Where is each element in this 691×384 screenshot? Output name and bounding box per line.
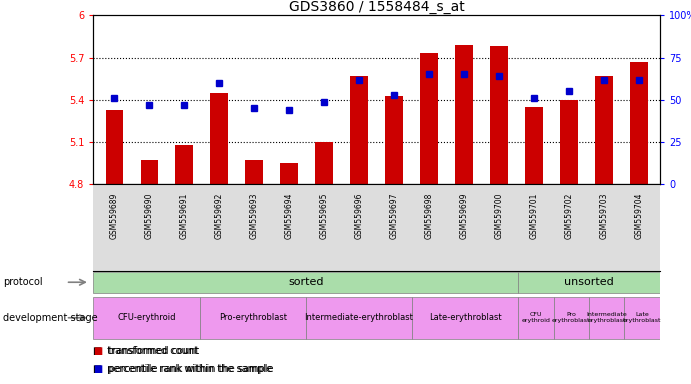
Text: ■  percentile rank within the sample: ■ percentile rank within the sample xyxy=(93,364,274,374)
Bar xyxy=(630,62,647,184)
Bar xyxy=(305,296,412,339)
Text: GSM559696: GSM559696 xyxy=(354,193,363,240)
Text: GSM559690: GSM559690 xyxy=(144,193,153,240)
Text: GSM559697: GSM559697 xyxy=(390,193,399,240)
Text: GSM559698: GSM559698 xyxy=(424,193,433,239)
Text: ■: ■ xyxy=(93,346,102,356)
Text: GSM559700: GSM559700 xyxy=(495,193,504,240)
Bar xyxy=(491,46,508,184)
Bar xyxy=(560,100,578,184)
Text: CFU-erythroid: CFU-erythroid xyxy=(117,313,176,322)
Text: unsorted: unsorted xyxy=(565,277,614,287)
Text: GSM559691: GSM559691 xyxy=(180,193,189,239)
Text: CFU
erythroid: CFU erythroid xyxy=(522,312,551,323)
Bar xyxy=(93,272,518,293)
Bar xyxy=(350,76,368,184)
Text: GSM559692: GSM559692 xyxy=(215,193,224,239)
Text: Pro-erythroblast: Pro-erythroblast xyxy=(218,313,287,322)
Bar xyxy=(93,296,200,339)
Text: GSM559695: GSM559695 xyxy=(320,193,329,240)
Bar xyxy=(140,161,158,184)
Bar xyxy=(211,93,228,184)
Text: ■  transformed count: ■ transformed count xyxy=(93,346,200,356)
Text: GSM559701: GSM559701 xyxy=(529,193,538,239)
Bar xyxy=(315,142,333,184)
Bar xyxy=(412,296,518,339)
Text: development stage: development stage xyxy=(3,313,98,323)
Text: GSM559704: GSM559704 xyxy=(634,193,643,240)
Text: Intermediate-erythroblast: Intermediate-erythroblast xyxy=(305,313,413,322)
Text: ■: ■ xyxy=(93,364,102,374)
Text: GSM559694: GSM559694 xyxy=(285,193,294,240)
Text: GSM559703: GSM559703 xyxy=(600,193,609,240)
Bar xyxy=(106,110,123,184)
Text: GSM559693: GSM559693 xyxy=(249,193,258,240)
Bar xyxy=(518,272,660,293)
Text: Pro
erythroblast: Pro erythroblast xyxy=(552,312,591,323)
Text: protocol: protocol xyxy=(3,277,43,287)
Text: GSM559699: GSM559699 xyxy=(460,193,468,240)
Text: GSM559689: GSM559689 xyxy=(110,193,119,239)
Bar xyxy=(200,296,305,339)
Text: transformed count: transformed count xyxy=(104,346,198,356)
Title: GDS3860 / 1558484_s_at: GDS3860 / 1558484_s_at xyxy=(289,0,464,14)
Bar xyxy=(525,107,542,184)
Text: Late-erythroblast: Late-erythroblast xyxy=(429,313,502,322)
Bar xyxy=(595,76,613,184)
Bar xyxy=(281,163,298,184)
Bar xyxy=(245,161,263,184)
Bar xyxy=(386,96,403,184)
Bar xyxy=(625,296,660,339)
Text: Intermediate
erythroblast: Intermediate erythroblast xyxy=(587,312,627,323)
Text: Late
erythroblast: Late erythroblast xyxy=(623,312,661,323)
Bar xyxy=(518,296,553,339)
Bar xyxy=(176,145,193,184)
Text: GSM559702: GSM559702 xyxy=(565,193,574,239)
Bar xyxy=(455,45,473,184)
Bar xyxy=(589,296,625,339)
Text: sorted: sorted xyxy=(288,277,323,287)
Bar xyxy=(553,296,589,339)
Bar xyxy=(420,53,438,184)
Text: percentile rank within the sample: percentile rank within the sample xyxy=(104,364,272,374)
